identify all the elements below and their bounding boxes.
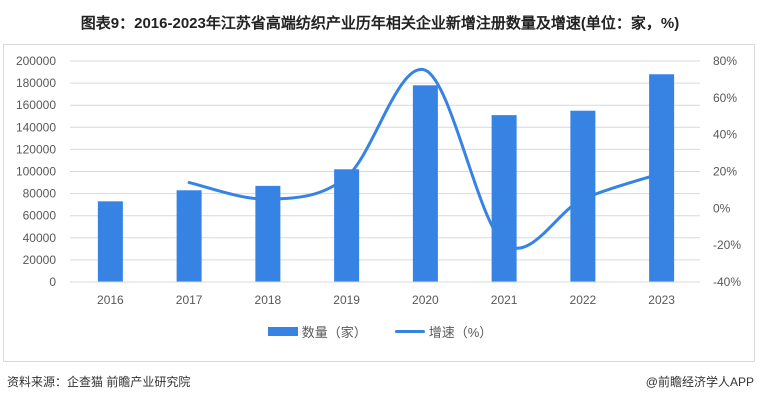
left-y-axis: 0 20000 40000 60000 80000 100000 120000 140000 1…: [16, 54, 56, 289]
credit-note: @前瞻经济学人APP: [645, 375, 754, 389]
y-tick-label: 160000: [16, 98, 56, 112]
line-swatch-icon: [394, 330, 425, 333]
legend-label-count: 数量（家）: [301, 325, 367, 340]
legend: 数量（家） 增速（%）: [0, 322, 760, 341]
bar-2020[interactable]: [412, 85, 438, 282]
y2-tick-label: 40%: [713, 128, 737, 142]
y-tick-label: 0: [49, 275, 56, 289]
y-tick-label: 20000: [23, 253, 57, 267]
right-y-axis: -40% -20% 0% 20% 40% 60% 80%: [713, 54, 741, 289]
x-tick-label: 2023: [648, 293, 675, 307]
x-axis-labels: 2016 2017 2018 2019 2020 2021 2022 2023: [97, 293, 675, 307]
y2-tick-label: -20%: [713, 238, 741, 252]
x-tick-label: 2019: [333, 293, 360, 307]
y-tick-label: 80000: [23, 187, 57, 201]
y-tick-label: 120000: [16, 142, 56, 156]
gridlines: [70, 60, 700, 261]
bar-series: [97, 74, 675, 283]
y2-tick-label: 60%: [713, 91, 737, 105]
source-note: 资料来源：企查猫 前瞻产业研究院: [7, 375, 191, 389]
chart-frame: [3, 44, 755, 362]
x-tick-label: 2022: [570, 293, 597, 307]
x-tick-label: 2018: [255, 293, 282, 307]
bar-2019[interactable]: [334, 169, 360, 282]
legend-label-growth: 增速（%）: [428, 325, 493, 340]
y2-tick-label: 20%: [713, 165, 737, 179]
bar-2023[interactable]: [649, 74, 675, 282]
y2-tick-label: -40%: [713, 275, 741, 289]
x-tick-label: 2021: [491, 293, 518, 307]
bar-2017[interactable]: [176, 190, 202, 282]
x-tick-label: 2017: [176, 293, 203, 307]
bar-2016[interactable]: [97, 201, 123, 282]
legend-item-growth[interactable]: 增速（%）: [394, 322, 493, 341]
y2-tick-label: 80%: [713, 54, 737, 68]
bar-2021[interactable]: [491, 115, 517, 283]
chart-title: 图表9：2016-2023年江苏省高端纺织产业历年相关企业新增注册数量及增速(单…: [80, 15, 680, 32]
y-tick-label: 60000: [23, 209, 57, 223]
y-tick-label: 100000: [16, 165, 56, 179]
y-tick-label: 40000: [23, 231, 57, 245]
y-tick-label: 200000: [16, 54, 56, 68]
y2-tick-label: 0%: [713, 201, 731, 215]
bar-swatch-icon: [267, 327, 298, 336]
y-tick-label: 140000: [16, 120, 56, 134]
y-tick-label: 180000: [16, 76, 56, 90]
bar-2018[interactable]: [255, 185, 281, 282]
legend-item-count[interactable]: 数量（家）: [267, 322, 367, 341]
growth-line-series: [187, 67, 664, 250]
x-tick-label: 2016: [97, 293, 124, 307]
x-tick-label: 2020: [412, 293, 439, 307]
